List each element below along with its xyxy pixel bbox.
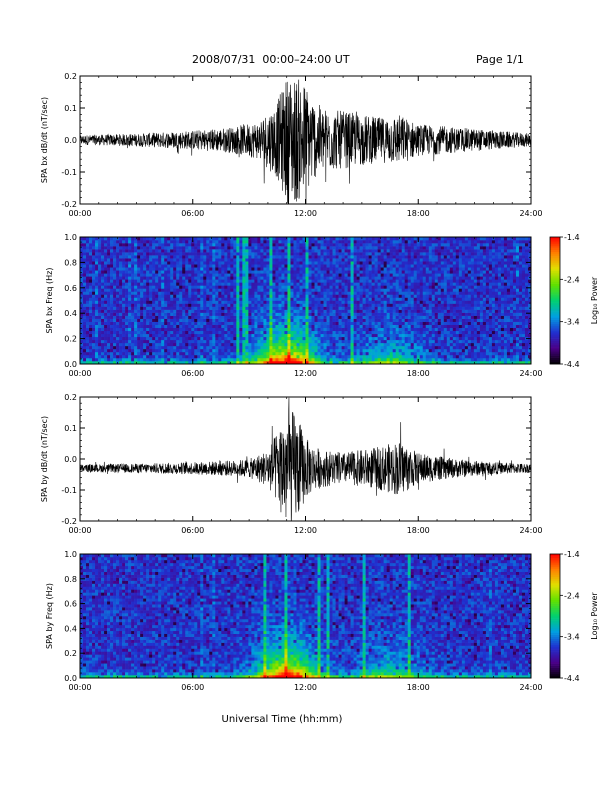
bx-timeseries-panel: 00:00 06:00 12:00 18:00 24:00 -0.2 -0.1 0.0 0.1 0… bbox=[40, 72, 543, 218]
colorbar-tick-label: -4.4 bbox=[564, 360, 580, 369]
y-tick-label: 0.0 bbox=[64, 360, 77, 369]
x-tick-label: 18:00 bbox=[407, 683, 430, 692]
by-spectrogram-panel: -1.4 -2.4 -3.4 -4.4 Log₁₀ Power 00:00 06:00 12:… bbox=[45, 550, 599, 692]
y-tick-label: 0.8 bbox=[64, 258, 77, 267]
colorbar-label: Log₁₀ Power bbox=[590, 592, 599, 640]
y-tick-label: 0.6 bbox=[64, 284, 77, 293]
x-tick-label: 24:00 bbox=[519, 683, 542, 692]
y-tick-label: 0.2 bbox=[64, 335, 77, 344]
y-tick-label: 0.4 bbox=[64, 309, 77, 318]
x-tick-label: 18:00 bbox=[407, 369, 430, 378]
x-tick-label: 24:00 bbox=[519, 209, 542, 218]
y-tick-label: 0.4 bbox=[64, 624, 77, 633]
colorbar-tick-label: -4.4 bbox=[564, 674, 580, 683]
y-tick-label: 1.0 bbox=[64, 550, 77, 559]
y-tick-label: 0.2 bbox=[64, 72, 77, 81]
x-tick-label: 18:00 bbox=[407, 209, 430, 218]
x-tick-label: 24:00 bbox=[519, 526, 542, 535]
y-axis-label: SPA bx Freq (Hz) bbox=[45, 268, 54, 334]
x-tick-label: 06:00 bbox=[181, 683, 204, 692]
spectrogram-cells bbox=[80, 237, 532, 365]
y-tick-label: -0.1 bbox=[61, 486, 77, 495]
colorbar-tick-label: -1.4 bbox=[564, 233, 580, 242]
colorbar: -1.4 -2.4 -3.4 -4.4 Log₁₀ Power bbox=[549, 550, 599, 683]
x-tick-label: 00:00 bbox=[68, 683, 91, 692]
x-tick-label: 00:00 bbox=[68, 369, 91, 378]
colorbar-tick-label: -3.4 bbox=[564, 633, 580, 642]
x-tick-label: 24:00 bbox=[519, 369, 542, 378]
colorbar-tick-label: -2.4 bbox=[564, 275, 580, 284]
x-tick-label: 12:00 bbox=[294, 369, 317, 378]
y-tick-label: 0.2 bbox=[64, 649, 77, 658]
y-axis-label: SPA bx dB/dt (nT/sec) bbox=[40, 97, 49, 183]
y-tick-label: 0.1 bbox=[64, 104, 77, 113]
plot-frame bbox=[79, 396, 532, 522]
y-tick-label: 0.8 bbox=[64, 575, 77, 584]
by-timeseries-panel: 00:00 06:00 12:00 18:00 24:00 -0.2 -0.1 0.0 0.1 0… bbox=[40, 393, 543, 535]
y-tick-label: -0.1 bbox=[61, 168, 77, 177]
x-tick-label: 06:00 bbox=[181, 369, 204, 378]
x-tick-label: 12:00 bbox=[294, 683, 317, 692]
y-tick-label: 0.0 bbox=[64, 455, 77, 464]
spectrogram-cells bbox=[80, 554, 532, 679]
y-tick-label: 0.0 bbox=[64, 136, 77, 145]
x-tick-label: 00:00 bbox=[68, 209, 91, 218]
colorbar: -1.4 -2.4 -3.4 -4.4 Log₁₀ Power bbox=[549, 233, 599, 369]
series-line bbox=[80, 397, 531, 521]
y-axis-label: SPA by dB/dt (nT/sec) bbox=[40, 416, 49, 502]
x-tick-label: 06:00 bbox=[181, 209, 204, 218]
series-line bbox=[80, 79, 531, 204]
colorbar-tick-label: -3.4 bbox=[564, 318, 580, 327]
y-tick-label: 1.0 bbox=[64, 233, 77, 242]
plot-frame bbox=[79, 553, 532, 679]
plot-frame bbox=[79, 75, 532, 205]
x-tick-label: 18:00 bbox=[407, 526, 430, 535]
x-axis-label: Universal Time (hh:mm) bbox=[222, 714, 343, 725]
colorbar-tick-label: -1.4 bbox=[564, 550, 580, 559]
colorbar-label: Log₁₀ Power bbox=[590, 276, 599, 324]
page-number: Page 1/1 bbox=[476, 53, 524, 66]
plot-frame bbox=[79, 236, 532, 365]
y-tick-label: 0.2 bbox=[64, 393, 77, 402]
bx-spectrogram-panel: -1.4 -2.4 -3.4 -4.4 Log₁₀ Power 00:00 06:00 12:… bbox=[45, 233, 599, 378]
y-axis-label: SPA by Freq (Hz) bbox=[45, 583, 54, 649]
colorbar-tick-label: -2.4 bbox=[564, 591, 580, 600]
x-tick-label: 06:00 bbox=[181, 526, 204, 535]
x-tick-label: 00:00 bbox=[68, 526, 91, 535]
y-tick-label: -0.2 bbox=[61, 517, 77, 526]
y-tick-label: 0.6 bbox=[64, 600, 77, 609]
y-tick-label: 0.0 bbox=[64, 674, 77, 683]
y-tick-label: -0.2 bbox=[61, 200, 77, 209]
y-tick-label: 0.1 bbox=[64, 424, 77, 433]
x-tick-label: 12:00 bbox=[294, 526, 317, 535]
x-tick-label: 12:00 bbox=[294, 209, 317, 218]
page-title: 2008/07/31 00:00–24:00 UT bbox=[192, 53, 350, 66]
